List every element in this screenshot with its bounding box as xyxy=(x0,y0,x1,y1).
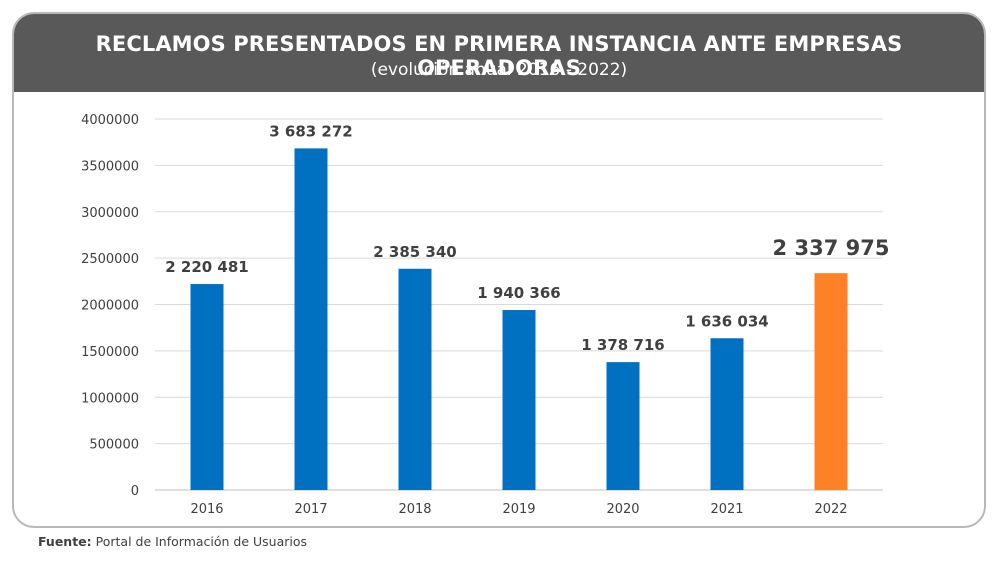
y-tick-label: 1500000 xyxy=(81,345,139,360)
source-note: Fuente: Portal de Información de Usuario… xyxy=(38,534,307,549)
y-tick-label: 3500000 xyxy=(81,159,139,174)
x-tick-label: 2022 xyxy=(814,502,847,517)
bar-2018 xyxy=(398,268,432,490)
chart-header: RECLAMOS PRESENTADOS EN PRIMERA INSTANCI… xyxy=(14,14,984,92)
bar-2016 xyxy=(190,284,224,490)
data-label-2016: 2 220 481 xyxy=(165,258,249,276)
data-label-2020: 1 378 716 xyxy=(581,336,665,354)
y-tick-label: 2500000 xyxy=(81,252,139,267)
data-label-2018: 2 385 340 xyxy=(373,243,457,261)
bar-2017 xyxy=(294,148,328,490)
data-label-2019: 1 940 366 xyxy=(477,284,561,302)
y-tick-label: 500000 xyxy=(89,438,139,453)
bar-2021 xyxy=(710,338,744,490)
x-tick-label: 2019 xyxy=(502,502,535,517)
y-tick-label: 0 xyxy=(131,484,139,499)
data-label-2022: 2 337 975 xyxy=(773,236,890,260)
x-tick-label: 2021 xyxy=(710,502,743,517)
x-tick-label: 2018 xyxy=(398,502,431,517)
bar-2020 xyxy=(606,362,640,490)
y-tick-label: 4000000 xyxy=(81,113,139,128)
y-tick-label: 3000000 xyxy=(81,206,139,221)
y-tick-label: 1000000 xyxy=(81,391,139,406)
x-tick-label: 2016 xyxy=(190,502,223,517)
y-tick-label: 2000000 xyxy=(81,299,139,314)
chart-title: RECLAMOS PRESENTADOS EN PRIMERA INSTANCI… xyxy=(95,32,903,80)
chart-card: RECLAMOS PRESENTADOS EN PRIMERA INSTANCI… xyxy=(12,12,986,528)
source-text: Portal de Información de Usuarios xyxy=(91,534,308,549)
bar-2019 xyxy=(502,310,536,490)
data-label-2017: 3 683 272 xyxy=(269,122,353,140)
data-label-2021: 1 636 034 xyxy=(685,312,769,330)
x-tick-label: 2017 xyxy=(294,502,327,517)
bar-2022 xyxy=(814,273,848,490)
x-tick-label: 2020 xyxy=(606,502,639,517)
source-label: Fuente: xyxy=(38,534,92,549)
chart-subtitle: (evolución anual 2016 - 2022) xyxy=(370,60,628,80)
